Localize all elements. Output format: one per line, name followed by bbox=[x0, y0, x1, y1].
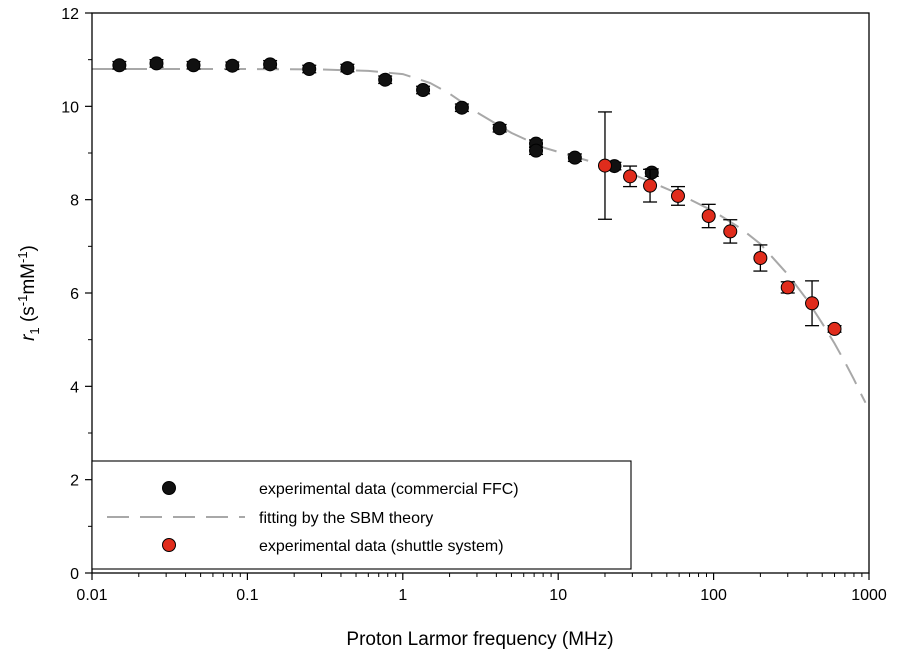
x-tick-label: 0.1 bbox=[236, 587, 258, 604]
y-axis-title: r1 (s-1mM-1) bbox=[15, 245, 42, 341]
y-title-sub: 1 bbox=[27, 327, 42, 334]
y-tick-label: 8 bbox=[70, 193, 79, 210]
shuttle-system-point bbox=[597, 158, 612, 173]
y-title-sup2: -1 bbox=[15, 251, 30, 263]
commercial-ffc-point bbox=[112, 58, 127, 73]
commercial-ffc-point bbox=[378, 72, 393, 87]
x-tick-label: 100 bbox=[700, 587, 727, 604]
shuttle-system-point bbox=[643, 178, 658, 193]
y-tick-label: 2 bbox=[70, 473, 79, 490]
shuttle-system-point bbox=[805, 296, 820, 311]
commercial-ffc-point bbox=[416, 83, 431, 97]
y-title-r: r bbox=[18, 334, 39, 341]
commercial-ffc-point bbox=[302, 62, 317, 76]
legend-label-shuttle: experimental data (shuttle system) bbox=[259, 538, 504, 555]
x-axis-title: Proton Larmor frequency (MHz) bbox=[346, 629, 613, 650]
legend-box bbox=[91, 460, 632, 570]
y-tick-label: 12 bbox=[61, 6, 79, 23]
commercial-ffc-point bbox=[644, 165, 659, 180]
commercial-ffc-point bbox=[263, 57, 278, 72]
x-tick-label: 1000 bbox=[851, 587, 887, 604]
plot-area: 0.01 0.1 1 10 100 1000 0 2 4 6 8 10 12 bbox=[61, 6, 887, 604]
commercial-ffc-point bbox=[454, 100, 469, 115]
shuttle-system-point bbox=[753, 251, 768, 265]
commercial-ffc-point bbox=[567, 150, 582, 165]
legend: experimental data (commercial FFC) fitti… bbox=[91, 460, 632, 570]
commercial-ffc-point bbox=[529, 143, 544, 158]
commercial-ffc-point bbox=[492, 121, 507, 136]
y-title-mid: mM bbox=[18, 263, 39, 295]
commercial-ffc-point bbox=[186, 58, 201, 73]
shuttle-system-point bbox=[827, 321, 842, 336]
x-tick-label: 1 bbox=[398, 587, 407, 604]
commercial-ffc-point bbox=[340, 61, 355, 76]
legend-marker-commercial bbox=[162, 481, 176, 495]
shuttle-system-point bbox=[780, 280, 795, 295]
shuttle-system-point bbox=[723, 224, 738, 239]
legend-label-commercial: experimental data (commercial FFC) bbox=[259, 481, 519, 498]
plot-frame bbox=[91, 12, 870, 574]
x-tick-label: 10 bbox=[549, 587, 567, 604]
svg-text:r1 (s-1mM-1): r1 (s-1mM-1) bbox=[15, 245, 42, 341]
sbm-fit-line bbox=[92, 68, 867, 404]
x-tick-label: 0.01 bbox=[76, 587, 107, 604]
y-tick-label: 4 bbox=[70, 379, 79, 396]
legend-marker-shuttle bbox=[162, 538, 176, 552]
y-tick-label: 0 bbox=[70, 566, 79, 583]
y-title-open: (s bbox=[18, 306, 39, 327]
y-title-sup1: -1 bbox=[15, 295, 30, 307]
shuttle-system-point bbox=[623, 169, 638, 184]
commercial-ffc-point bbox=[149, 56, 164, 71]
y-tick-label: 6 bbox=[70, 286, 79, 303]
legend-label-sbm: fitting by the SBM theory bbox=[259, 510, 433, 527]
commercial-ffc-point bbox=[225, 58, 240, 73]
shuttle-system-point bbox=[670, 188, 685, 203]
y-title-close: ) bbox=[18, 245, 39, 251]
shuttle-system-point bbox=[701, 209, 716, 223]
y-tick-label: 10 bbox=[61, 99, 79, 116]
